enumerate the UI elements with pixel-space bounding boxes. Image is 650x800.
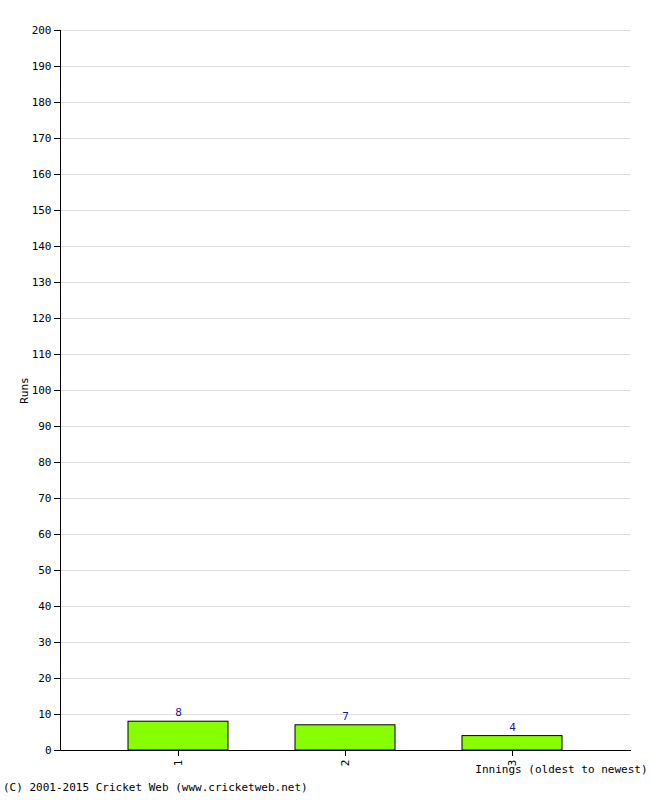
svg-text:100: 100 bbox=[32, 384, 52, 397]
svg-text:7: 7 bbox=[342, 710, 349, 723]
svg-text:200: 200 bbox=[32, 24, 52, 37]
svg-text:20: 20 bbox=[38, 672, 51, 685]
svg-text:130: 130 bbox=[32, 276, 52, 289]
svg-text:70: 70 bbox=[38, 492, 51, 505]
svg-text:Innings (oldest to newest): Innings (oldest to newest) bbox=[475, 763, 647, 776]
svg-text:60: 60 bbox=[38, 528, 51, 541]
svg-text:8: 8 bbox=[175, 706, 182, 719]
html-text:(C) 2001-2015 Cricket Web (www: (C) 2001-2015 Cricket Web (www.cricketwe… bbox=[3, 781, 308, 794]
svg-text:1: 1 bbox=[172, 760, 185, 767]
svg-text:30: 30 bbox=[38, 636, 51, 649]
svg-text:150: 150 bbox=[32, 204, 52, 217]
svg-text:140: 140 bbox=[32, 240, 52, 253]
svg-text:110: 110 bbox=[32, 348, 52, 361]
svg-text:170: 170 bbox=[32, 132, 52, 145]
svg-text:2: 2 bbox=[339, 760, 352, 767]
svg-text:120: 120 bbox=[32, 312, 52, 325]
svg-text:0: 0 bbox=[45, 744, 52, 757]
svg-text:160: 160 bbox=[32, 168, 52, 181]
svg-text:80: 80 bbox=[38, 456, 51, 469]
svg-text:90: 90 bbox=[38, 420, 51, 433]
svg-text:180: 180 bbox=[32, 96, 52, 109]
svg-text:10: 10 bbox=[38, 708, 51, 721]
svg-text:50: 50 bbox=[38, 564, 51, 577]
svg-text:Runs: Runs bbox=[18, 377, 31, 404]
svg-text:40: 40 bbox=[38, 600, 51, 613]
svg-text:190: 190 bbox=[32, 60, 52, 73]
svg-text:4: 4 bbox=[509, 721, 516, 734]
